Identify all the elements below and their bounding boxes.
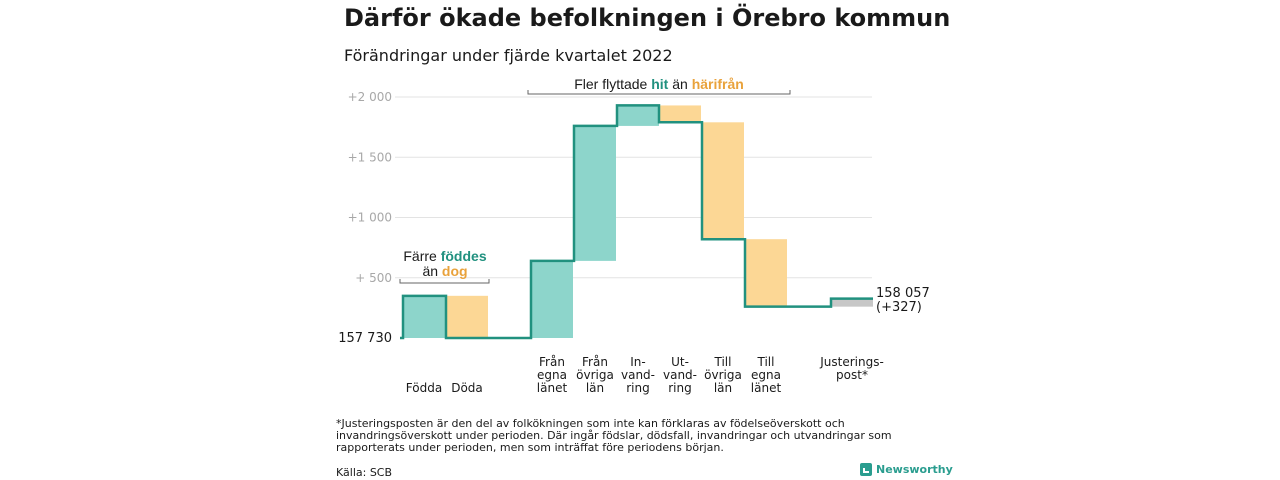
- x-category-label: Till: [757, 355, 775, 369]
- logo-text: Newsworthy: [876, 463, 953, 476]
- waterfall-bar: [574, 125, 616, 261]
- x-category-label: övriga: [576, 368, 614, 382]
- x-category-label: egna: [751, 368, 781, 382]
- x-category-label: Födda: [406, 381, 442, 395]
- x-category-label: Till: [714, 355, 732, 369]
- waterfall-bar: [702, 122, 744, 240]
- x-category-label: Döda: [451, 381, 483, 395]
- waterfall-bar: [745, 239, 787, 307]
- x-category-label: egna: [537, 368, 567, 382]
- waterfall-bar: [659, 105, 701, 123]
- x-category-label: ring: [626, 381, 650, 395]
- waterfall-bar: [446, 295, 488, 338]
- x-category-label: ring: [668, 381, 692, 395]
- chart-icon: [860, 463, 872, 476]
- start-value-label: 157 730: [338, 331, 392, 346]
- y-tick-label: + 500: [355, 271, 392, 285]
- x-category-label: post*: [836, 368, 868, 382]
- x-category-label: vand-: [663, 368, 697, 382]
- x-category-label: Från: [539, 355, 565, 369]
- migration-annotation: Fler flyttade hit än härifrån: [574, 76, 744, 92]
- waterfall-bar: [831, 298, 873, 307]
- waterfall-bar: [531, 260, 573, 338]
- newsworthy-logo: Newsworthy: [860, 463, 953, 476]
- x-category-label: Justerings-: [819, 355, 884, 369]
- chart-title: Därför ökade befolkningen i Örebro kommu…: [344, 4, 951, 32]
- chart-subtitle: Förändringar under fjärde kvartalet 2022: [344, 46, 673, 65]
- y-tick-label: +1 000: [348, 211, 392, 225]
- x-category-label: länet: [537, 381, 568, 395]
- source-label: Källa: SCB: [336, 466, 393, 479]
- x-category-label: län: [714, 381, 732, 395]
- x-category-label: länet: [751, 381, 782, 395]
- y-tick-label: +1 500: [348, 150, 392, 164]
- x-category-label: Från: [582, 355, 608, 369]
- end-value-label: 158 057: [876, 286, 930, 301]
- x-category-label: vand-: [621, 368, 655, 382]
- births-annotation-line2: än dog: [422, 263, 467, 279]
- x-category-label: län: [586, 381, 604, 395]
- end-change-label: (+327): [876, 300, 922, 315]
- running-total-line: [400, 104, 873, 340]
- x-category-label: In-: [630, 355, 645, 369]
- migration-bracket: [527, 90, 791, 95]
- births-bracket: [399, 279, 490, 284]
- x-category-label: Ut-: [671, 355, 689, 369]
- footnote: *Justeringsposten är den del av folkökni…: [336, 417, 892, 454]
- waterfall-bar: [617, 105, 659, 126]
- y-tick-label: +2 000: [348, 90, 392, 104]
- births-annotation-line1: Färre föddes: [403, 248, 486, 264]
- x-category-label: övriga: [704, 368, 742, 382]
- waterfall-bar: [403, 295, 445, 338]
